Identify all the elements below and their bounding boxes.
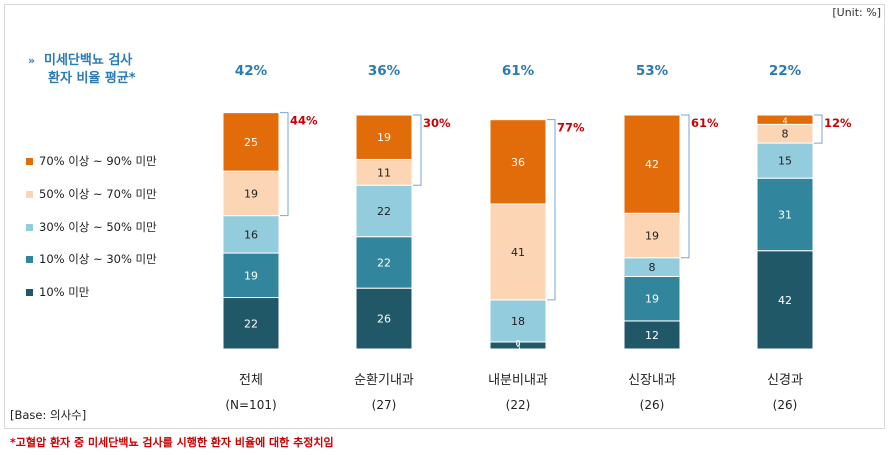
bar-value-label: 19	[244, 269, 258, 282]
legend-swatch	[26, 157, 33, 165]
legend-label: 10% 이상 ~ 30% 미만	[39, 252, 157, 266]
title-line-1: 미세단백뇨 검사	[44, 53, 133, 68]
legend-label: 10% 미만	[39, 285, 90, 299]
bar-value-label: 8	[649, 261, 656, 274]
bar-segment	[222, 215, 280, 254]
bar-value-label: 22	[377, 256, 391, 269]
bar-segment	[756, 114, 814, 125]
average-label: 42%	[235, 63, 268, 79]
top2-bracket	[681, 114, 690, 259]
base-note: [Base: 의사수]	[10, 408, 87, 422]
legend-swatch	[26, 223, 33, 231]
category-label: 신장내과	[628, 373, 676, 388]
average-label: 61%	[502, 63, 535, 79]
legend-item-70-90: 70% 이상 ~ 90% 미만	[26, 153, 157, 169]
sample-size-label: (27)	[372, 398, 397, 412]
bar-value-label: 11	[377, 166, 391, 179]
sample-size-label: (N=101)	[225, 398, 276, 412]
category-label: 신경과	[767, 373, 803, 388]
top2-total-label: 77%	[557, 121, 585, 135]
top2-bracket	[547, 119, 556, 301]
double-chevron-icon: »	[28, 54, 36, 67]
bar-value-label: 25	[244, 136, 258, 149]
bar-value-label: 26	[377, 313, 391, 326]
bar-value-label: 42	[778, 294, 792, 307]
sample-size-label: (22)	[506, 398, 531, 412]
bar-value-label: 31	[778, 208, 792, 221]
bar-segment	[222, 297, 280, 350]
bar-value-label: 18	[511, 315, 525, 328]
top2-bracket	[413, 114, 422, 186]
bar-value-label: 41	[511, 246, 525, 259]
top2-bracket	[280, 112, 289, 217]
unit-label: [Unit: %]	[832, 6, 881, 19]
bar-segment	[489, 203, 547, 301]
title-line-2: 환자 비율 평균*	[48, 71, 136, 86]
top2-total-label: 12%	[824, 116, 852, 130]
bar-value-label: 12	[645, 329, 659, 342]
bar-segment	[756, 177, 814, 252]
legend-swatch	[26, 255, 33, 263]
category-label: 내분비내과	[488, 373, 548, 388]
chart-frame	[4, 4, 885, 429]
bar-value-label: 19	[645, 230, 659, 243]
footnote: *고혈압 환자 중 미세단백뇨 검사를 시행한 환자 비율에 대한 추정치임	[10, 436, 334, 449]
average-label: 36%	[368, 63, 401, 79]
bar-segment	[756, 142, 814, 179]
legend-label: 30% 이상 ~ 50% 미만	[39, 220, 157, 234]
bar-value-label: 36	[511, 156, 525, 169]
category-label: 전체	[239, 373, 263, 388]
bar-segment	[623, 114, 681, 214]
top2-total-label: 44%	[290, 114, 318, 128]
bar-value-label: 8	[782, 128, 789, 141]
bar-value-label: 3	[515, 342, 520, 351]
bar-segment	[355, 287, 413, 350]
bar-segment	[222, 112, 280, 172]
bar-segment	[756, 250, 814, 350]
bar-segment	[489, 119, 547, 205]
chart-title: » 미세단백뇨 검사 환자 비율 평균*	[28, 52, 136, 88]
bar-value-label: 16	[244, 228, 258, 241]
bar-value-label: 4	[782, 117, 787, 126]
bar-segment	[489, 299, 547, 343]
bar-value-label: 19	[244, 187, 258, 200]
average-label: 22%	[769, 63, 802, 79]
sample-size-label: (26)	[640, 398, 665, 412]
bar-value-label: 42	[645, 158, 659, 171]
bar-segment	[623, 320, 681, 350]
bar-segment	[355, 158, 413, 186]
legend-item-50-70: 50% 이상 ~ 70% 미만	[26, 186, 157, 202]
average-label: 53%	[636, 63, 669, 79]
bar-segment	[623, 275, 681, 322]
bar-segment	[355, 114, 413, 160]
bar-segment	[355, 184, 413, 238]
bar-value-label: 15	[778, 155, 792, 168]
legend-item-30-50: 30% 이상 ~ 50% 미만	[26, 219, 157, 235]
sample-size-label: (26)	[773, 398, 798, 412]
legend-swatch	[26, 190, 33, 198]
top2-bracket	[814, 114, 823, 144]
legend-label: 50% 이상 ~ 70% 미만	[39, 187, 157, 201]
bar-value-label: 0	[515, 339, 520, 348]
bar-segment	[623, 212, 681, 259]
bar-value-label: 19	[645, 293, 659, 306]
top2-total-label: 61%	[691, 116, 719, 130]
top2-total-label: 30%	[423, 116, 451, 130]
category-label: 순환기내과	[354, 373, 414, 388]
bar-value-label: 19	[377, 131, 391, 144]
legend-item-under-10: 10% 미만	[26, 284, 89, 300]
bar-value-label: 22	[377, 205, 391, 218]
bar-value-label: 22	[244, 317, 258, 330]
legend-swatch	[26, 288, 33, 296]
legend-item-10-30: 10% 이상 ~ 30% 미만	[26, 251, 157, 267]
bar-segment	[355, 236, 413, 289]
legend-label: 70% 이상 ~ 90% 미만	[39, 154, 157, 168]
